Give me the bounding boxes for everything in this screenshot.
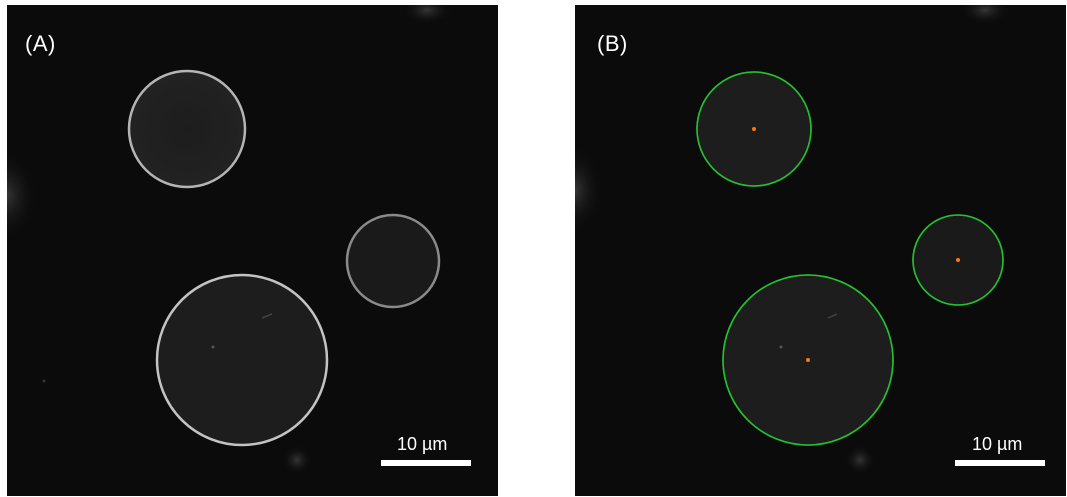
micrograph-panel-a: (A) 10 µm xyxy=(7,5,498,496)
center-marker-small-top xyxy=(752,127,756,131)
vesicle-right xyxy=(345,213,441,309)
background-glow xyxy=(960,5,1010,25)
scale-bar-a xyxy=(381,460,471,466)
fit-circle-small-top xyxy=(696,71,812,187)
scale-bar-label-a: 10 µm xyxy=(397,434,448,454)
background-glow xyxy=(7,150,37,240)
speck xyxy=(42,379,46,383)
micrograph-image-a xyxy=(7,5,498,496)
panel-label-b: (B) xyxy=(597,31,628,56)
background-glow xyxy=(402,5,452,25)
micrograph-panel-b: (B) 10 µm xyxy=(575,5,1066,496)
panel-label-a: (A) xyxy=(25,31,56,56)
vesicle-large xyxy=(155,273,329,447)
center-marker-large xyxy=(806,358,810,362)
center-marker-right xyxy=(956,258,960,262)
speck xyxy=(211,345,215,349)
background-glow xyxy=(575,145,603,235)
scale-bar-b xyxy=(955,460,1045,466)
speck xyxy=(779,345,783,349)
speck xyxy=(827,313,838,319)
background-glow xyxy=(282,445,312,475)
speck xyxy=(261,313,273,319)
background-glow xyxy=(845,445,875,475)
micrograph-image-b xyxy=(575,5,1066,496)
fit-circle-right xyxy=(912,214,1004,306)
scale-bar-label-b: 10 µm xyxy=(972,434,1023,454)
fit-circle-large xyxy=(722,274,894,446)
vesicle-small-top xyxy=(127,69,247,189)
